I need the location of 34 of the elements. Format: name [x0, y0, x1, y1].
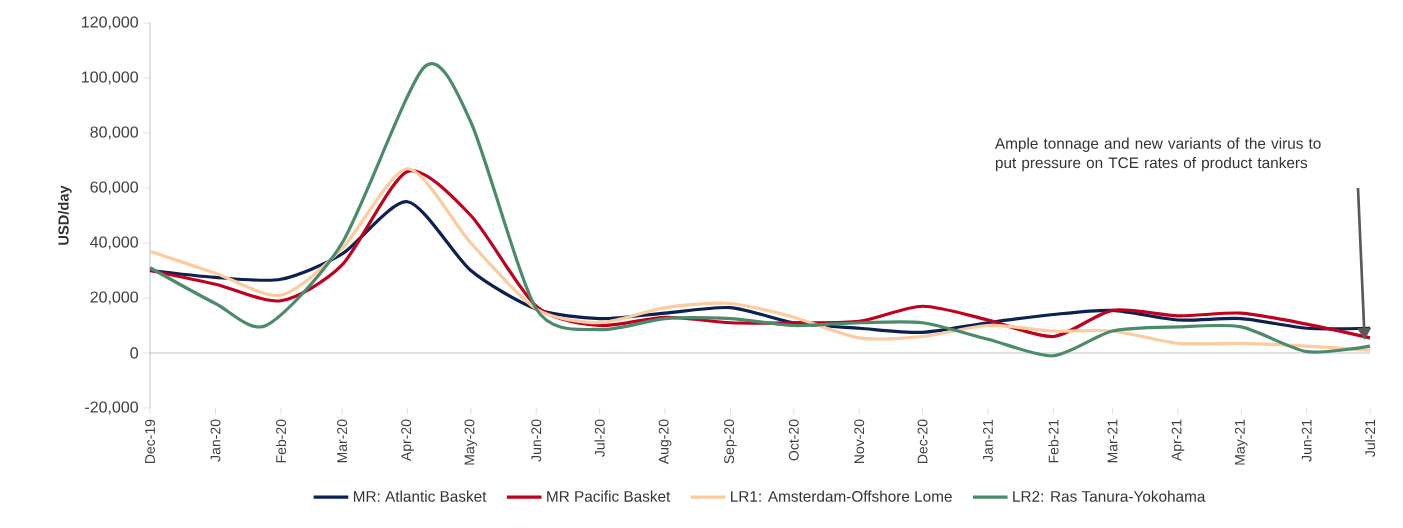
x-tick-label: Jul-20 — [594, 419, 605, 457]
x-tick-label: Dec-19 — [145, 419, 155, 464]
x-tick-label: Nov-20 — [854, 419, 865, 464]
y-tick-label: 80,000 — [90, 126, 139, 140]
y-tick-label: 40,000 — [90, 236, 139, 250]
x-tick-label: Feb-20 — [275, 419, 287, 463]
x-tick-label: Jan-21 — [983, 419, 993, 462]
x-tick-label: Jul-21 — [1364, 419, 1376, 457]
y-tick-label: 100,000 — [82, 71, 139, 85]
x-tick-label: Jan-20 — [210, 419, 221, 462]
y-tick-label: 20,000 — [90, 291, 139, 305]
y-tick-label: -20,000 — [85, 401, 139, 415]
y-tick-label: 60,000 — [90, 181, 139, 195]
x-tick-label: Apr-21 — [1171, 419, 1185, 462]
x-tick-label: Jun-21 — [1301, 419, 1312, 462]
x-tick-label: Mar-21 — [1107, 419, 1118, 463]
legend-label: MR: Atlantic Basket — [353, 490, 487, 502]
x-tick-label: Mar-20 — [337, 419, 348, 463]
x-tick-label: Oct-20 — [788, 419, 799, 461]
legend-label: LR1: Amsterdam-Offshore Lome — [731, 490, 952, 502]
x-tick-label: May-20 — [464, 419, 478, 465]
y-tick-label: 120,000 — [82, 16, 139, 30]
x-tick-label: Apr-20 — [401, 419, 414, 462]
x-tick-label: Sep-20 — [724, 419, 737, 464]
legend-label: MR Pacific Basket — [547, 490, 671, 502]
legend-label: LR2: Ras Tanura-Yokohama — [1013, 490, 1206, 502]
y-axis-title: USD/day — [57, 185, 72, 245]
x-tick-label: May-21 — [1234, 419, 1248, 465]
x-tick-label: Jun-20 — [531, 419, 542, 462]
x-tick-label: Feb-21 — [1048, 419, 1059, 463]
annotation: Ample tonnage and new variants of the virus to put pressure on TCE rates of product tankers — [994, 137, 1321, 172]
x-tick-label: Aug-20 — [658, 419, 672, 465]
y-tick-label: 0 — [130, 347, 139, 359]
x-tick-label: Dec-20 — [917, 419, 928, 464]
